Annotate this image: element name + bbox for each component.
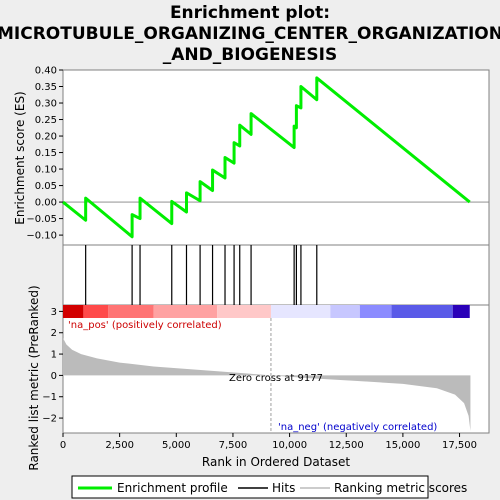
- x-tick-label: 0: [60, 440, 66, 451]
- es-y-tick-label: 0.05: [35, 181, 57, 192]
- metric-y-tick-label: 0: [51, 371, 57, 382]
- x-tick-label: 10,000: [272, 440, 307, 451]
- x-tick-label: 5,000: [162, 440, 191, 451]
- es-y-tick-label: 0.20: [35, 132, 57, 143]
- zero-cross-label: Zero cross at 9177: [229, 373, 323, 384]
- hits-panel: [62, 244, 490, 306]
- metric-y-axis-label: Ranked list metric (PreRanked): [27, 285, 41, 470]
- axes: −0.10 −0.05 0.00 0.05 0.10 0.15 0.20 0.25 0.30 0.…: [26, 66, 477, 452]
- metric-y-tick-label: 3: [51, 307, 57, 318]
- es-curve: [62, 76, 471, 239]
- metric-area: [63, 318, 471, 433]
- es-y-tick-label: −0.10: [26, 231, 57, 242]
- es-y-axis-label: Enrichment score (ES): [13, 91, 27, 224]
- x-tick-label: 12,500: [329, 440, 364, 451]
- metric-y-tick-label: 2: [51, 328, 57, 339]
- metric-y-tick-label: −2: [42, 414, 57, 425]
- legend-metric-label: Ranking metric scores: [334, 481, 467, 495]
- metric-y-tick-label: 1: [51, 350, 57, 361]
- pos-label: 'na_pos' (positively correlated): [68, 320, 222, 331]
- es-panel: [62, 69, 490, 246]
- es-y-tick-label: 0.00: [35, 198, 57, 209]
- heat-segment: [270, 305, 331, 318]
- x-axis-label: Rank in Ordered Dataset: [202, 455, 350, 469]
- es-y-tick-label: 0.40: [35, 66, 57, 77]
- hit-marks: [85, 245, 318, 305]
- heat-segment: [83, 305, 109, 318]
- neg-label: 'na_neg' (negatively correlated): [278, 422, 437, 433]
- es-y-tick-label: 0.30: [35, 99, 57, 110]
- x-tick-label: 17,500: [442, 440, 477, 451]
- es-y-tick-label: −0.05: [26, 214, 57, 225]
- heat-segment: [63, 305, 84, 318]
- heat-segment: [217, 305, 271, 318]
- heat-segment: [153, 305, 218, 318]
- legend-box: [71, 475, 429, 499]
- x-tick-label: 2,500: [105, 440, 134, 451]
- legend-es-label: Enrichment profile: [117, 481, 228, 495]
- title-line-3: _AND_BIOGENESIS: [163, 45, 337, 65]
- heat-segment: [452, 305, 470, 318]
- es-y-tick-label: 0.35: [35, 82, 57, 93]
- es-y-tick-label: 0.15: [35, 148, 57, 159]
- legend-hits-label: Hits: [272, 481, 295, 495]
- title-line-1: Enrichment plot:: [170, 3, 330, 23]
- x-tick-label: 7,500: [219, 440, 248, 451]
- heatmap-bar: [63, 305, 470, 318]
- heat-segment: [108, 305, 154, 318]
- x-tick-label: 15,000: [385, 440, 420, 451]
- heat-segment: [330, 305, 360, 318]
- heat-segment: [359, 305, 392, 318]
- metric-y-tick-label: −1: [42, 392, 57, 403]
- es-y-tick-label: 0.10: [35, 165, 57, 176]
- heat-segment: [391, 305, 453, 318]
- es-y-tick-label: 0.25: [35, 115, 57, 126]
- title-line-2: MICROTUBULE_ORGANIZING_CENTER_ORGANIZATI…: [0, 24, 500, 44]
- es-curve-group: [62, 76, 489, 239]
